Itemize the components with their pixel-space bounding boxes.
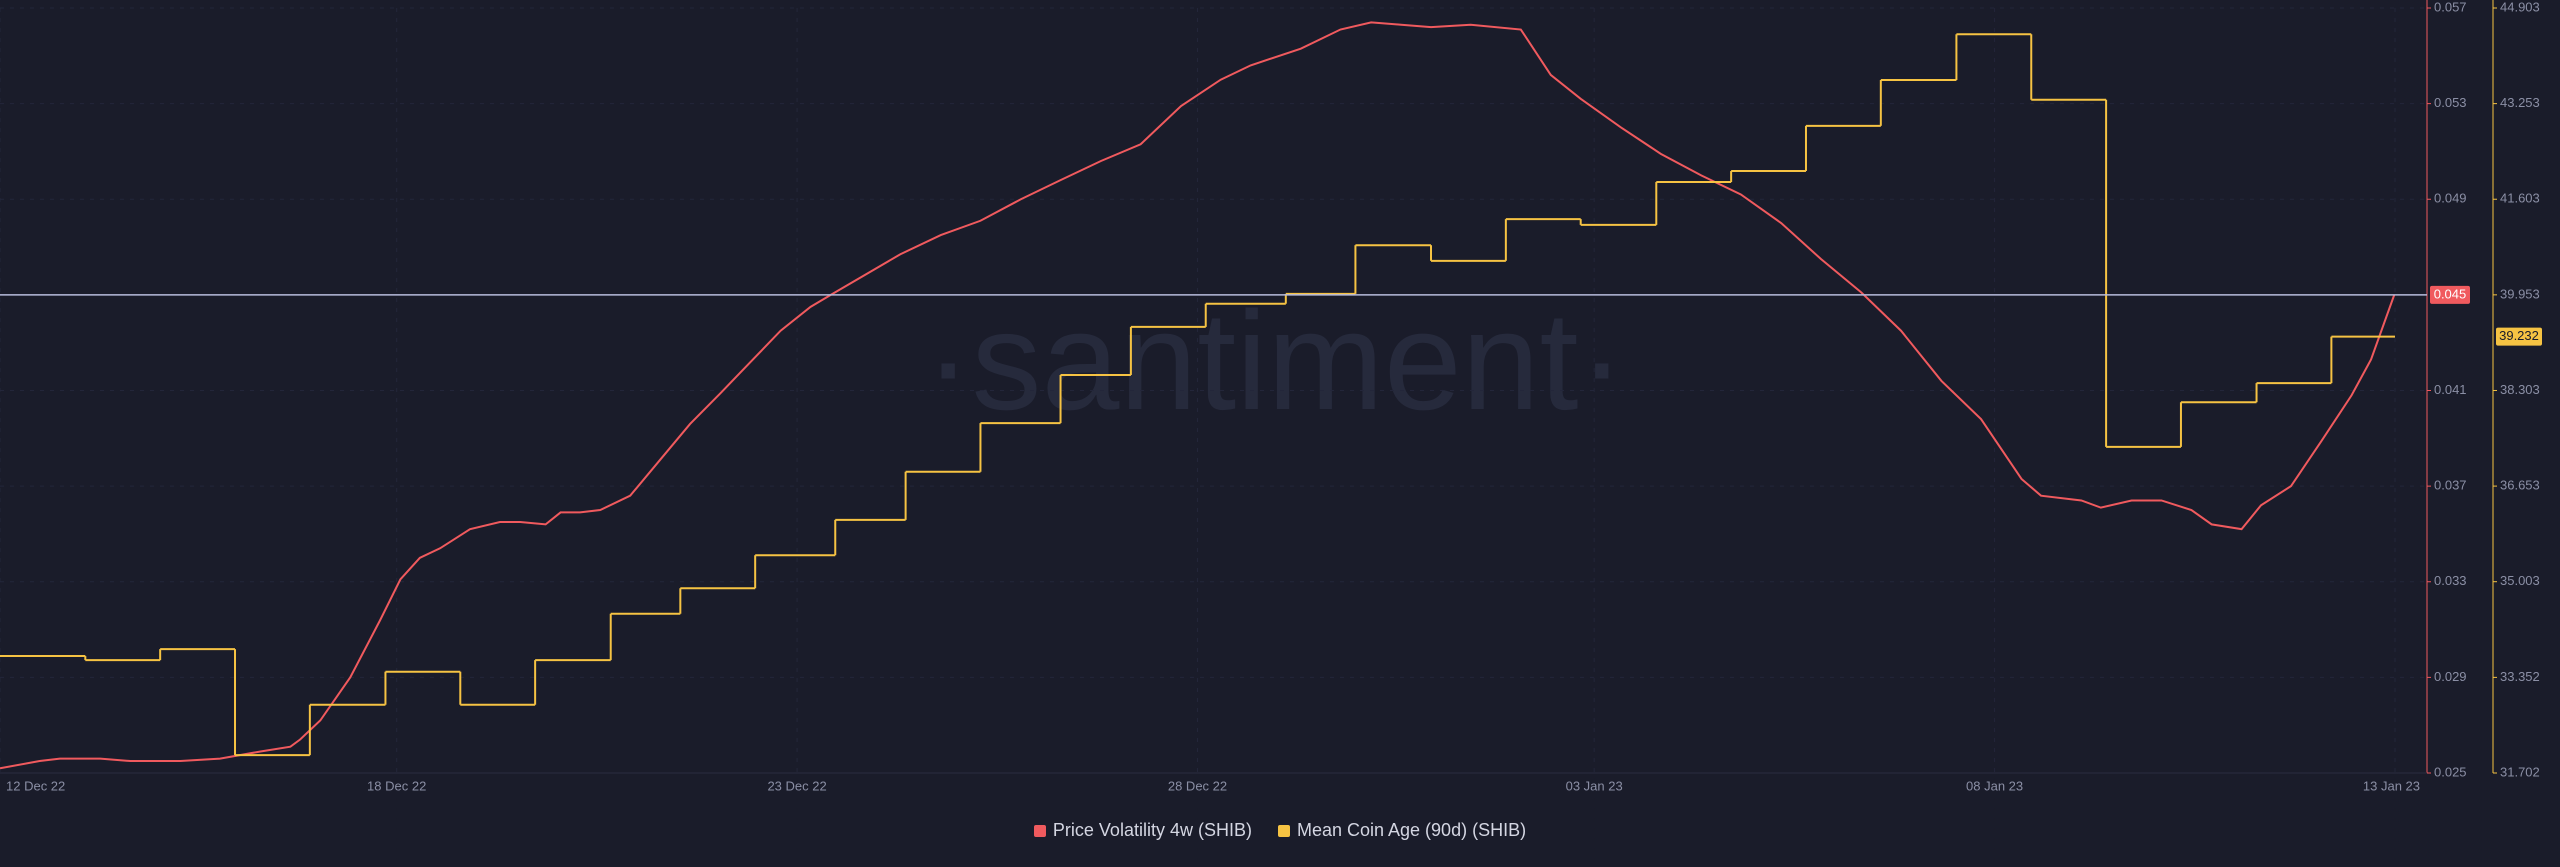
y-tick-label: 0.029 [2434,669,2467,684]
y2-tick-label: 44.903 [2500,0,2540,14]
legend-swatch [1277,824,1290,837]
last-value-box [2496,327,2542,346]
x-tick-label: 28 Dec 22 [1168,778,1227,793]
watermark: ·santiment· [925,282,1625,439]
y2-tick-label: 35.003 [2500,573,2540,588]
y-tick-label: 0.037 [2434,478,2467,493]
x-tick-label: 23 Dec 22 [767,778,826,793]
y2-tick-label: 38.303 [2500,382,2540,397]
last-value-box [2430,285,2470,304]
y-tick-label: 0.049 [2434,191,2467,206]
x-tick-label: 08 Jan 23 [1966,778,2023,793]
last-value-label: 39.232 [2499,328,2539,343]
y-tick-label: 0.025 [2434,764,2467,779]
y-tick-label: 0.057 [2434,0,2467,14]
y2-tick-label: 41.603 [2500,191,2540,206]
series-line [0,21,2396,770]
y2-tick-label: 31.702 [2500,764,2540,779]
legend: Price Volatility 4w (SHIB) Mean Coin Age … [0,820,2560,841]
y-tick-label: 0.053 [2434,95,2467,110]
legend-item[interactable]: Mean Coin Age (90d) (SHIB) [1277,820,1527,841]
y2-tick-label: 43.253 [2500,95,2540,110]
x-tick-label: 03 Jan 23 [1566,778,1623,793]
x-tick-label: 18 Dec 22 [367,778,426,793]
legend-swatch [1033,824,1046,837]
x-tick-label: 13 Jan 23 [2363,778,2420,793]
y2-tick-label: 39.953 [2500,286,2540,301]
legend-item[interactable]: Price Volatility 4w (SHIB) [1033,820,1252,841]
chart: ·santiment· 0.025 0.029 0.033 0.037 0.041 0.0… [0,0,2542,793]
legend-label: Price Volatility 4w (SHIB) [1052,820,1252,840]
x-tick-label: 12 Dec 22 [6,778,65,793]
y-tick-label: 0.041 [2434,382,2467,397]
legend-label: Mean Coin Age (90d) (SHIB) [1296,820,1527,840]
y2-tick-label: 36.653 [2500,478,2540,493]
y-tick-label: 0.033 [2434,573,2467,588]
last-value-label: 0.045 [2434,286,2467,301]
y2-tick-label: 33.352 [2500,669,2540,684]
